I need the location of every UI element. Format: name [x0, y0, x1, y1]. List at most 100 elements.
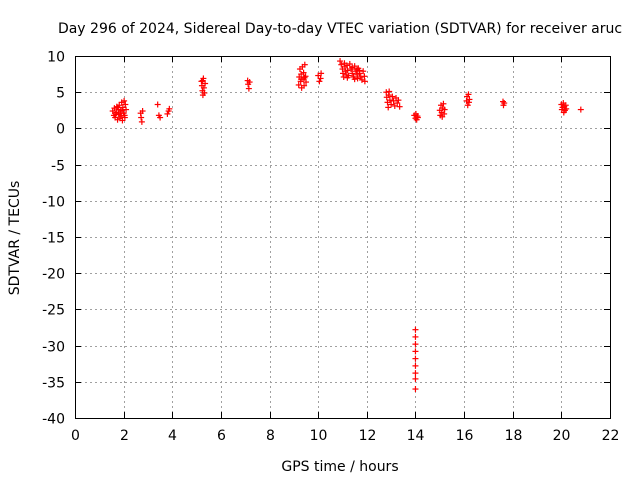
data-point	[166, 105, 173, 112]
x-tick-label: 18	[505, 428, 523, 444]
data-point	[563, 105, 570, 112]
data-point	[354, 75, 361, 82]
x-tick-label: 14	[407, 428, 425, 444]
data-point	[465, 91, 472, 98]
data-point	[412, 341, 419, 348]
data-point	[412, 355, 419, 362]
y-axis-title: SDTVAR / TECUs	[7, 181, 23, 296]
data-point	[412, 386, 419, 393]
data-point	[414, 114, 421, 121]
y-tick-label: 0	[56, 122, 65, 138]
x-tick-label: 20	[553, 428, 571, 444]
data-point	[295, 81, 302, 88]
data-point	[344, 67, 351, 74]
data-point	[344, 74, 351, 81]
data-point	[112, 110, 119, 117]
data-point	[138, 118, 145, 125]
data-point	[200, 84, 207, 91]
data-point	[501, 100, 508, 107]
data-point	[412, 333, 419, 340]
y-tick-label: -10	[42, 195, 65, 211]
y-tick-label: -35	[42, 376, 65, 392]
data-point	[298, 76, 305, 83]
data-point	[386, 97, 393, 104]
y-tick-labels: 10 5 0 -5 -10 -15 -20 -25 -30 -35 -40	[42, 50, 65, 428]
y-tick-label: -5	[51, 159, 65, 175]
y-tick-label: 5	[56, 86, 65, 102]
data-point	[245, 85, 252, 92]
grid	[75, 56, 610, 418]
data-point	[412, 326, 419, 333]
data-point	[301, 74, 308, 81]
data-point	[412, 370, 419, 377]
x-tick-label: 4	[168, 428, 177, 444]
data-point	[318, 70, 325, 77]
x-tick-labels: 0 2 4 6 8 10 12 14 16 18 20 22	[71, 428, 619, 444]
data-point	[357, 73, 364, 80]
data-point	[466, 96, 473, 103]
data-point	[164, 110, 171, 117]
data-point	[121, 112, 128, 119]
chart-title: Day 296 of 2024, Sidereal Day-to-day VTE…	[58, 21, 622, 37]
data-point	[121, 97, 128, 104]
data-point	[199, 77, 206, 84]
data-point	[119, 107, 126, 114]
data-point	[396, 103, 403, 110]
data-point	[389, 93, 396, 100]
y-tick-label: 10	[47, 50, 65, 66]
data-point	[395, 97, 402, 104]
data-point	[385, 104, 392, 111]
x-tick-label: 2	[120, 428, 129, 444]
data-point	[301, 61, 308, 68]
data-points	[109, 58, 584, 393]
data-point	[386, 88, 393, 95]
data-point	[388, 101, 395, 108]
y-tick-label: -30	[42, 340, 65, 356]
data-point	[356, 67, 363, 74]
x-tick-label: 22	[602, 428, 620, 444]
data-point	[351, 76, 358, 83]
data-point	[114, 104, 121, 111]
data-point	[338, 61, 345, 68]
data-point	[122, 101, 129, 108]
data-point	[394, 100, 401, 107]
data-point	[301, 82, 308, 89]
data-point	[349, 70, 356, 77]
data-point	[157, 114, 164, 121]
x-tick-label: 16	[456, 428, 474, 444]
data-point	[246, 79, 253, 86]
data-point	[317, 75, 324, 82]
data-point	[577, 106, 584, 113]
data-point	[316, 78, 323, 85]
x-tick-label: 0	[71, 428, 80, 444]
plot-frame	[75, 56, 611, 419]
data-point	[464, 102, 471, 109]
data-point	[346, 60, 353, 67]
data-point	[123, 106, 130, 113]
data-point	[361, 78, 368, 85]
x-tick-label: 6	[217, 428, 226, 444]
x-axis-title: GPS time / hours	[281, 459, 398, 475]
data-point	[139, 108, 146, 115]
data-point	[337, 58, 344, 65]
data-point	[138, 114, 145, 121]
data-point	[412, 362, 419, 369]
y-tick-label: -20	[42, 267, 65, 283]
data-point	[361, 73, 368, 80]
data-point	[440, 100, 447, 107]
y-tick-label: -25	[42, 303, 65, 319]
data-point	[154, 101, 161, 108]
data-point	[412, 375, 419, 382]
y-tick-label: -15	[42, 231, 65, 247]
data-point	[303, 79, 310, 86]
x-tick-label: 12	[359, 428, 377, 444]
data-point	[300, 69, 307, 76]
data-point	[349, 64, 356, 71]
data-point	[360, 68, 367, 75]
data-point	[201, 89, 208, 96]
data-point	[441, 106, 448, 113]
x-tick-label: 10	[310, 428, 328, 444]
data-point	[412, 348, 419, 355]
y-tick-label: -40	[42, 412, 65, 428]
